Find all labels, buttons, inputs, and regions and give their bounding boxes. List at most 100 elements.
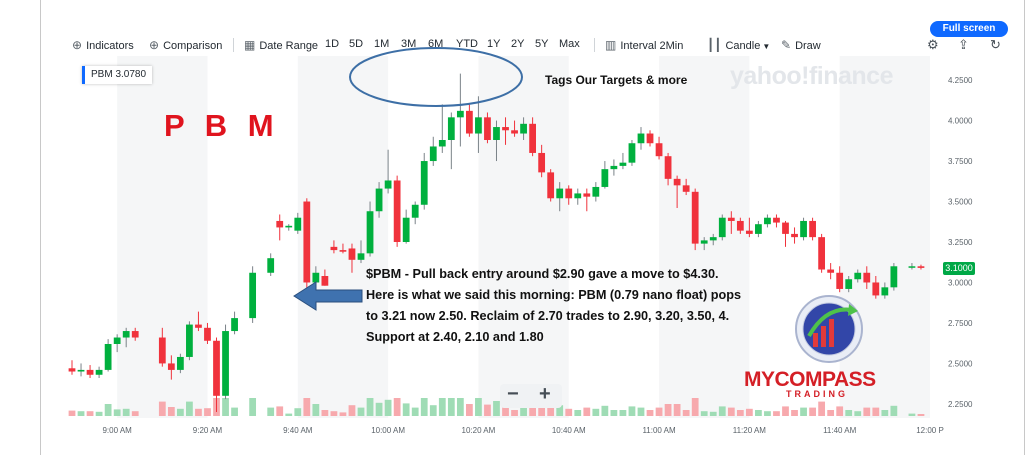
draw-button[interactable]: ✎ Draw — [781, 38, 821, 52]
volume-bar — [646, 410, 654, 416]
date-range-button[interactable]: ▦ Date Range — [244, 38, 318, 52]
chart-frame — [40, 0, 1025, 455]
volume-bar — [231, 407, 238, 416]
chart-type-dropdown[interactable]: ┃┃ Candle ▼ — [707, 38, 770, 52]
volume-bar — [493, 401, 500, 416]
volume-bar — [131, 411, 139, 416]
candle-body — [538, 152, 546, 173]
candle-body — [755, 224, 762, 234]
share-icon[interactable]: ⇪ — [958, 37, 969, 52]
range-max[interactable]: Max — [559, 38, 580, 50]
session-band — [478, 56, 569, 418]
range-ytd[interactable]: YTD — [456, 38, 478, 50]
pencil-icon: ✎ — [781, 38, 792, 52]
volume-bar — [755, 410, 762, 416]
volume-bar — [176, 408, 184, 416]
volume-bar — [863, 407, 871, 416]
candle-body — [420, 161, 428, 205]
candle-body — [77, 369, 85, 372]
candle-body — [222, 331, 229, 396]
candle-body — [745, 230, 753, 234]
mycompass-logo-text: MYCOMPASS — [744, 368, 876, 391]
candle-body — [267, 258, 275, 273]
x-tick-label: 9:40 AM — [283, 426, 313, 435]
x-tick-label: 11:20 AM — [733, 426, 767, 435]
x-tick-label: 12:00 P — [916, 426, 944, 435]
volume-bar — [267, 407, 275, 416]
gear-icon[interactable]: ⚙ — [927, 37, 939, 52]
volume-bar — [736, 410, 744, 416]
range-5y[interactable]: 5Y — [535, 38, 549, 50]
candle-body — [709, 237, 717, 241]
y-tick-label: 3.5000 — [948, 198, 973, 207]
candle-body — [411, 204, 419, 218]
range-1y[interactable]: 1Y — [487, 38, 501, 50]
range-1d[interactable]: 1D — [325, 38, 340, 50]
candle-body — [908, 266, 916, 268]
candle-body — [330, 246, 338, 251]
volume-bar — [312, 404, 320, 416]
volume-bar — [745, 408, 753, 416]
indicators-button[interactable]: ⊕ Indicators — [72, 38, 134, 52]
x-tick-label: 11:00 AM — [642, 426, 676, 435]
volume-bar — [276, 406, 284, 416]
volume-bar — [583, 407, 591, 416]
candle-body — [764, 217, 771, 225]
volume-bar — [836, 406, 844, 416]
zoom-in-button[interactable]: + — [539, 383, 551, 405]
candle-body — [104, 344, 112, 370]
volume-bar — [791, 410, 798, 416]
volume-bar — [502, 405, 509, 416]
candle-body — [827, 269, 835, 273]
volume-bar — [366, 398, 374, 416]
volume-bar — [113, 409, 121, 416]
y-tick-label: 4.0000 — [948, 117, 973, 126]
volume-bar — [285, 413, 293, 416]
candle-body — [321, 276, 329, 286]
volume-bar — [773, 411, 780, 416]
candle-body — [691, 191, 699, 244]
range-1m[interactable]: 1M — [374, 38, 390, 50]
candle-body — [845, 279, 853, 289]
zoom-out-button[interactable]: − — [507, 383, 519, 405]
volume-bar — [547, 404, 555, 416]
fullscreen-button[interactable]: Full screen — [930, 21, 1008, 37]
candle-body — [520, 123, 527, 134]
volume-bar — [854, 411, 862, 416]
range-3m[interactable]: 3M — [401, 38, 417, 50]
toolbar-divider — [233, 38, 234, 52]
candle-body — [818, 237, 826, 270]
volume-bar — [393, 398, 401, 416]
volume-bar — [809, 407, 816, 416]
candle-body — [872, 282, 880, 296]
target-ellipse — [349, 47, 523, 107]
toolbar-divider — [594, 38, 595, 52]
candle-body — [484, 117, 491, 140]
range-5d[interactable]: 5D — [349, 38, 364, 50]
range-2y[interactable]: 2Y — [511, 38, 525, 50]
volume-bar — [330, 411, 338, 416]
volume-bar — [375, 402, 383, 416]
y-tick-label: 2.5000 — [948, 359, 973, 368]
volume-bar — [122, 408, 130, 416]
candle-body — [718, 217, 726, 238]
volume-bar — [700, 411, 708, 416]
interval-icon: ▥ — [605, 38, 617, 52]
candle-body — [700, 240, 708, 244]
pbm-title: P B M — [164, 108, 274, 143]
x-tick-label: 9:20 AM — [193, 426, 223, 435]
candle-body — [682, 185, 690, 192]
candle-body — [493, 127, 500, 140]
range-6m[interactable]: 6M — [428, 38, 444, 50]
interval-dropdown[interactable]: ▥ Interval 2Min — [605, 38, 683, 52]
candle-body — [348, 248, 356, 260]
refresh-icon[interactable]: ↻ — [990, 37, 1001, 52]
candle-body — [438, 140, 446, 147]
candle-body — [213, 340, 220, 396]
volume-bar — [321, 410, 329, 416]
draw-label: Draw — [795, 40, 821, 52]
candle-body — [917, 266, 925, 268]
candle-body — [375, 188, 383, 212]
comparison-button[interactable]: ⊕ Comparison — [149, 38, 222, 52]
volume-bar — [95, 411, 103, 416]
